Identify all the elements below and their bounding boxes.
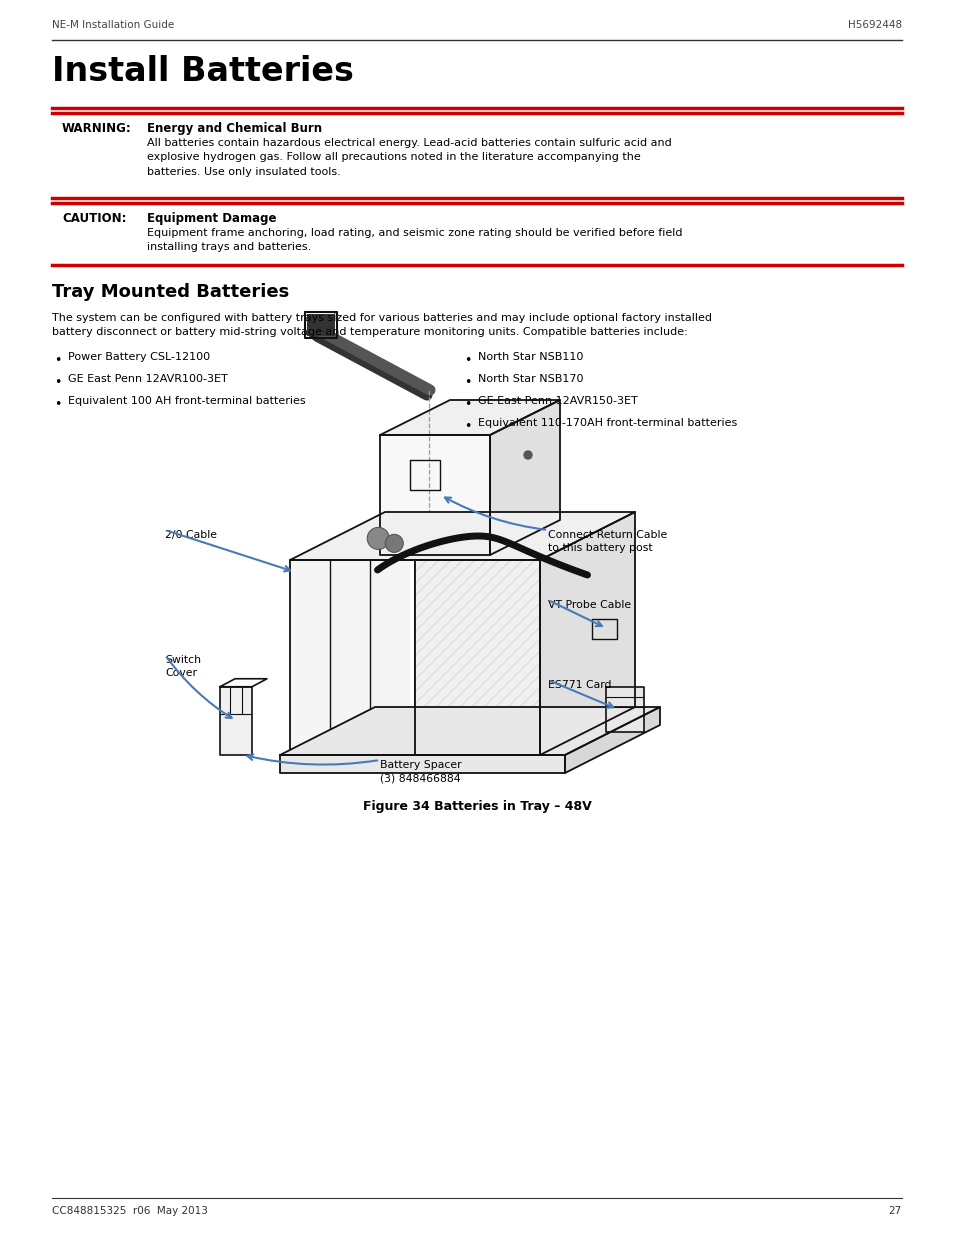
Text: Battery Spacer
(3) 848466884: Battery Spacer (3) 848466884 (379, 760, 461, 783)
Polygon shape (539, 513, 635, 755)
Polygon shape (370, 559, 410, 755)
Text: H5692448: H5692448 (847, 20, 901, 30)
Text: Switch
Cover: Switch Cover (165, 655, 201, 678)
Text: Equivalent 100 AH front-terminal batteries: Equivalent 100 AH front-terminal batteri… (68, 396, 305, 406)
Polygon shape (290, 559, 330, 755)
Text: Tray Mounted Batteries: Tray Mounted Batteries (52, 283, 289, 301)
Circle shape (523, 451, 532, 459)
Text: 27: 27 (888, 1207, 901, 1216)
Text: Energy and Chemical Burn: Energy and Chemical Burn (147, 122, 322, 135)
Text: •: • (463, 354, 471, 367)
Text: •: • (54, 398, 61, 411)
Text: •: • (463, 375, 471, 389)
Text: VT Probe Cable: VT Probe Cable (547, 600, 631, 610)
Text: •: • (54, 375, 61, 389)
Text: NE-M Installation Guide: NE-M Installation Guide (52, 20, 174, 30)
Polygon shape (564, 706, 659, 773)
Circle shape (385, 535, 403, 552)
Polygon shape (330, 559, 370, 755)
Text: •: • (54, 354, 61, 367)
Text: North Star NSB110: North Star NSB110 (477, 352, 583, 362)
Text: WARNING:: WARNING: (62, 122, 132, 135)
Polygon shape (290, 513, 635, 559)
Text: Equipment Damage: Equipment Damage (147, 212, 276, 225)
Text: Connect Return Cable
to this battery post: Connect Return Cable to this battery pos… (547, 530, 666, 553)
Circle shape (367, 527, 389, 550)
Text: Equivalent 110-170AH front-terminal batteries: Equivalent 110-170AH front-terminal batt… (477, 417, 737, 429)
Polygon shape (490, 400, 559, 555)
Text: ES771 Card: ES771 Card (547, 680, 611, 690)
Text: North Star NSB170: North Star NSB170 (477, 374, 583, 384)
Polygon shape (415, 559, 539, 755)
Text: CC848815325  r06  May 2013: CC848815325 r06 May 2013 (52, 1207, 208, 1216)
Text: The system can be configured with battery trays sized for various batteries and : The system can be configured with batter… (52, 312, 711, 337)
Text: •: • (463, 420, 471, 433)
Polygon shape (379, 400, 559, 435)
Polygon shape (280, 755, 564, 773)
Polygon shape (606, 687, 644, 732)
Text: CAUTION:: CAUTION: (62, 212, 127, 225)
Text: Power Battery CSL-12100: Power Battery CSL-12100 (68, 352, 210, 362)
Polygon shape (220, 687, 252, 755)
Polygon shape (379, 435, 490, 555)
Text: 2/0 Cable: 2/0 Cable (165, 530, 216, 540)
Text: Install Batteries: Install Batteries (52, 56, 354, 88)
Text: •: • (463, 398, 471, 411)
Polygon shape (280, 706, 659, 755)
Text: Equipment frame anchoring, load rating, and seismic zone rating should be verifi: Equipment frame anchoring, load rating, … (147, 228, 681, 252)
Text: Figure 34 Batteries in Tray – 48V: Figure 34 Batteries in Tray – 48V (362, 800, 591, 813)
Text: GE East Penn 12AVR100-3ET: GE East Penn 12AVR100-3ET (68, 374, 228, 384)
Text: All batteries contain hazardous electrical energy. Lead-acid batteries contain s: All batteries contain hazardous electric… (147, 138, 671, 177)
Text: GE East Penn 12AVR150-3ET: GE East Penn 12AVR150-3ET (477, 396, 638, 406)
Polygon shape (307, 314, 335, 336)
